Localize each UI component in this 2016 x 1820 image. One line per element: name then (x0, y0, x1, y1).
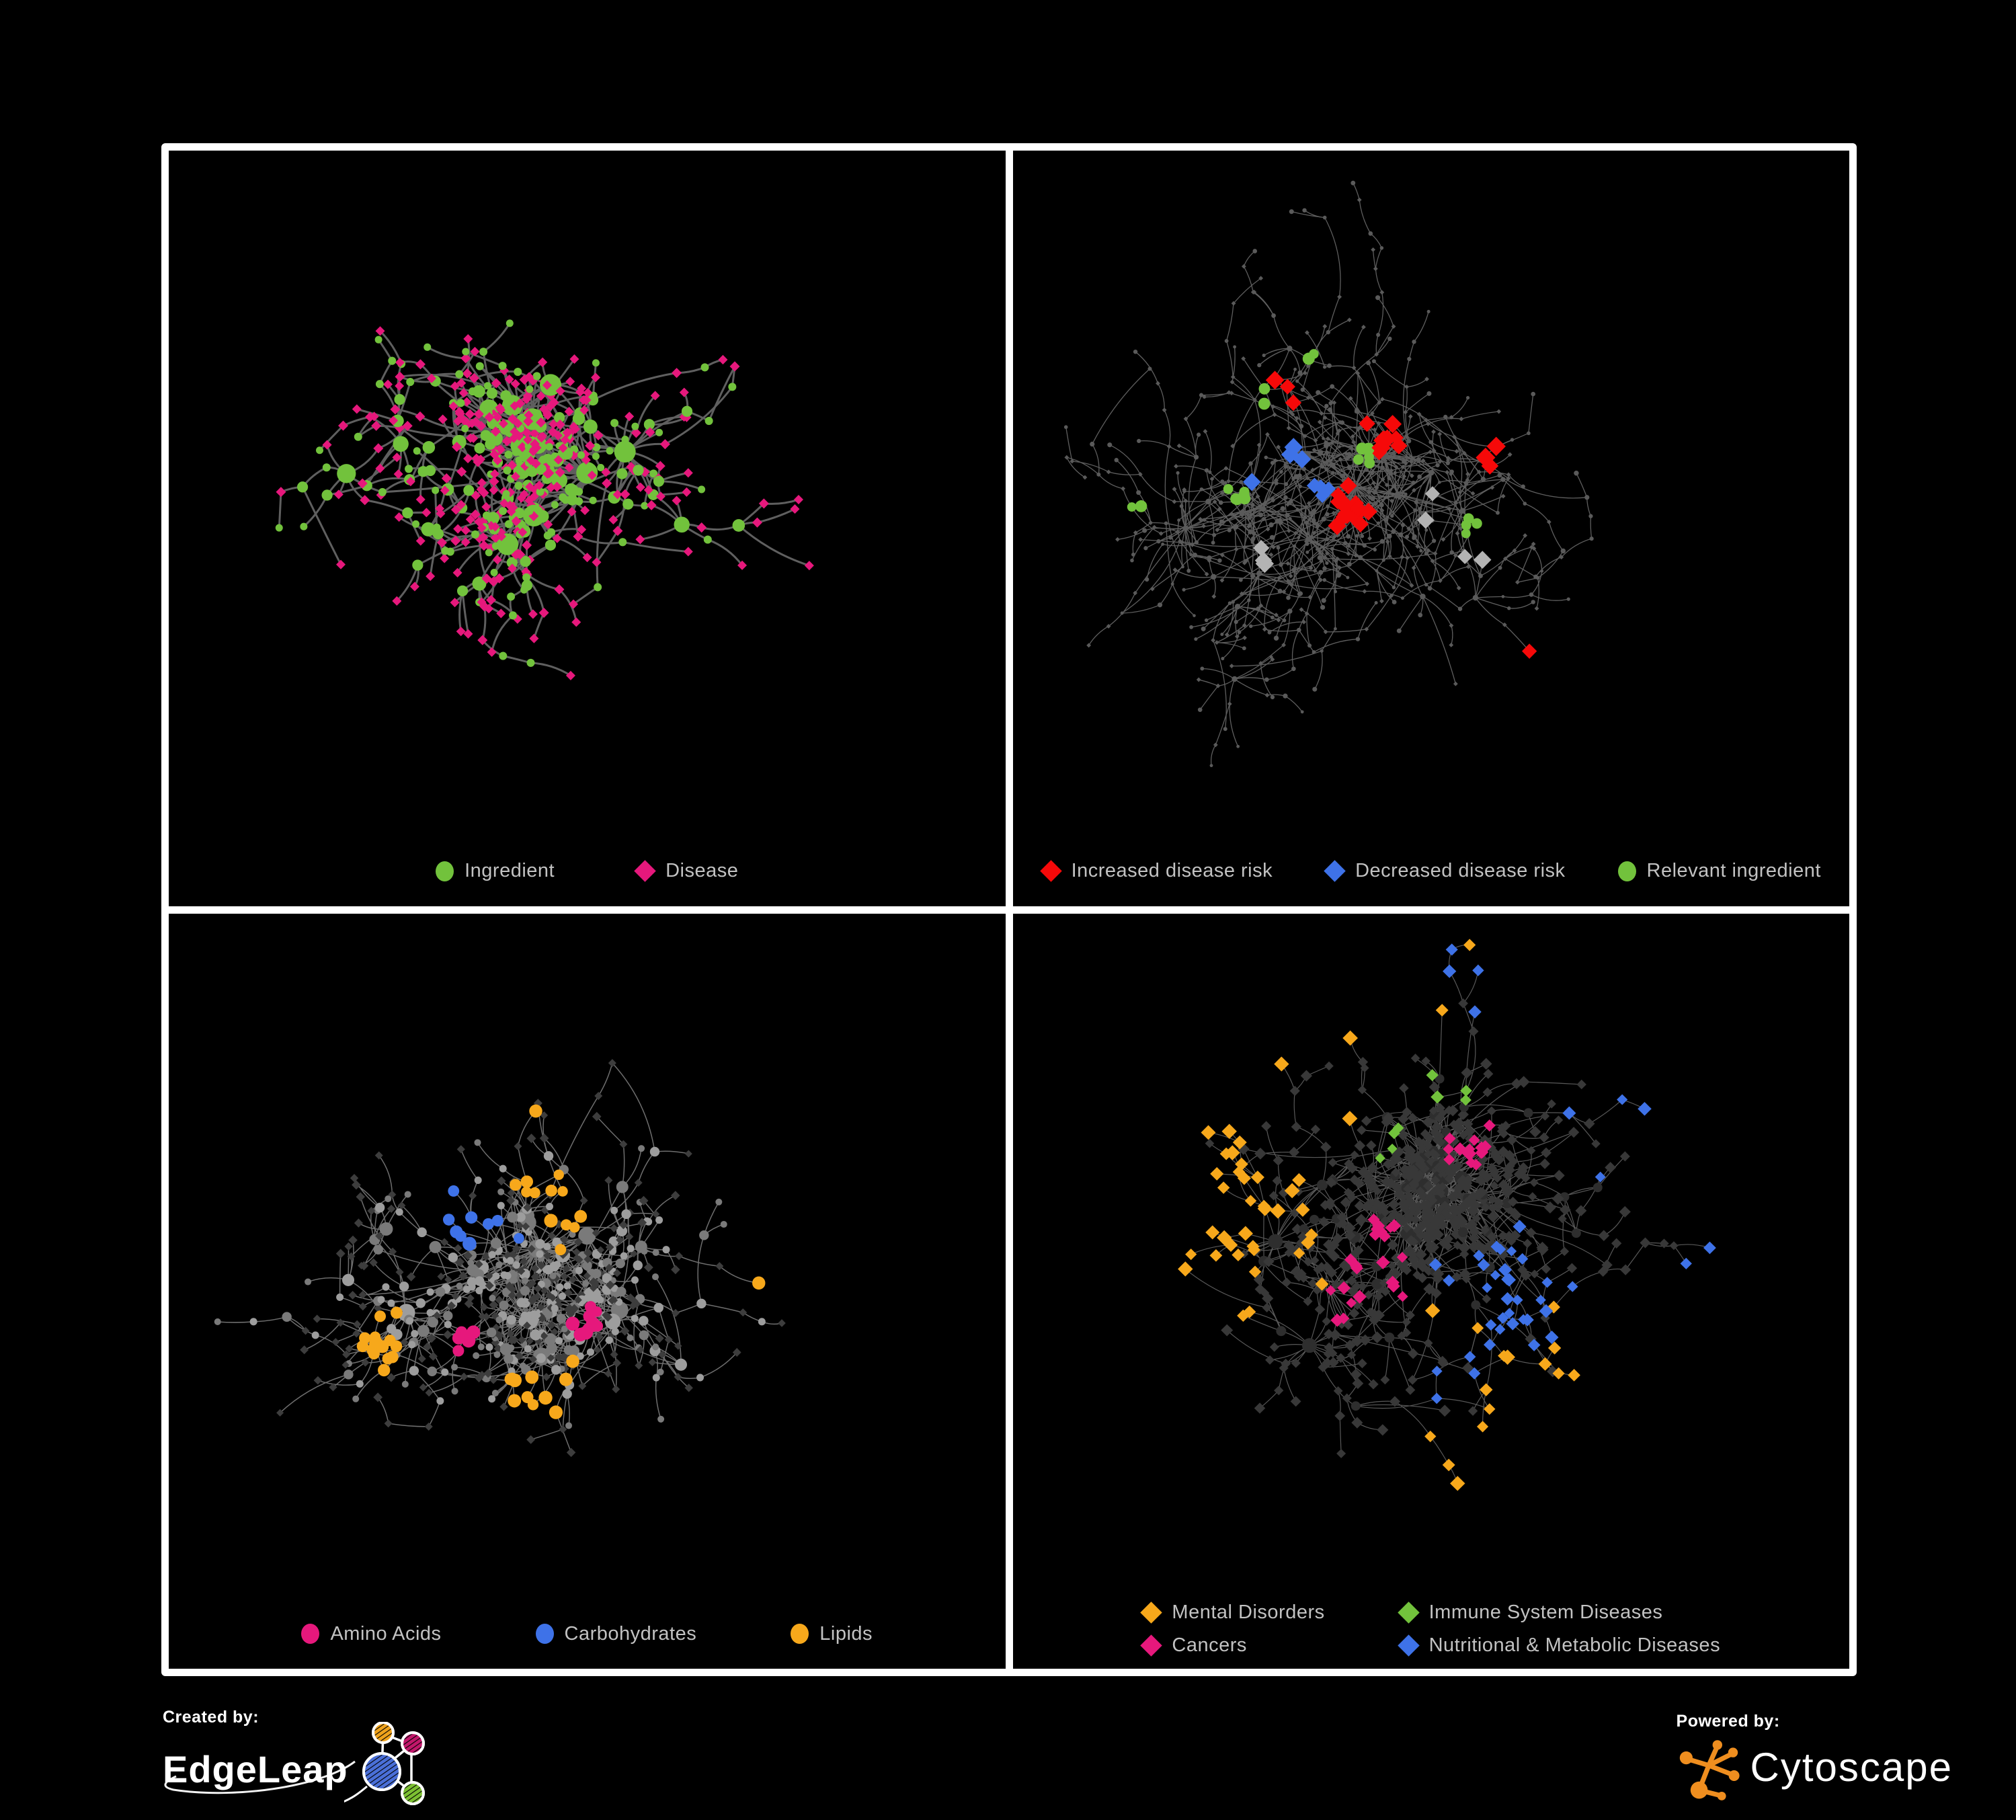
cytoscape-icon (1679, 1740, 1740, 1801)
highlighted-nodes (1127, 349, 1537, 659)
legend-circle-swatch-icon (436, 861, 454, 881)
edgeleap-wordmark: EdgeLeap (163, 1748, 348, 1790)
legend-item-increased-disease-risk: Increased disease risk (1039, 860, 1273, 882)
legend-circle-swatch-icon (791, 1624, 809, 1644)
nodes (1205, 998, 1679, 1458)
highlighted-nodes (356, 1104, 766, 1419)
legend-diamond-swatch-icon (634, 860, 656, 882)
legend-diamond-swatch-icon (1397, 1601, 1420, 1624)
legend-ingredient-disease: Ingredient Disease (169, 836, 1006, 906)
panel-ingredient-disease-network: Ingredient Disease (169, 151, 1006, 906)
created-by-label: Created by: (163, 1708, 259, 1727)
legend-label: Ingredient (465, 860, 555, 881)
cytoscape-wordmark: Cytoscape (1750, 1745, 1953, 1790)
legend-item-lipids: Lipids (791, 1623, 873, 1645)
legend-item-ingredient: Ingredient (436, 860, 555, 882)
legend-disease-risk: Increased disease risk Decreased disease … (1013, 836, 1850, 906)
legend-label: Decreased disease risk (1355, 860, 1566, 881)
nodes (214, 1058, 786, 1457)
legend-disease-class: Mental Disorders Immune System Diseases Ca… (1013, 1589, 1850, 1669)
edgeleap-logo: Created by: EdgeLeap (163, 1708, 430, 1808)
legend-item-mental-disorders: Mental Disorders (1140, 1601, 1325, 1624)
ingredient-class-network-canvas (214, 1058, 786, 1457)
edges (217, 1062, 782, 1453)
cytoscape-logo: Powered by: Cytoscape (1677, 1712, 1953, 1801)
legend-circle-swatch-icon (301, 1624, 320, 1644)
legend-label: Mental Disorders (1172, 1601, 1325, 1623)
figure-board: Ingredient Disease Increased disease risk… (161, 143, 1857, 1676)
disease-risk-network-canvas (1063, 180, 1594, 768)
legend-ingredient-class: Amino Acids Carbohydrates Lipids (169, 1599, 1006, 1669)
legend-diamond-swatch-icon (1039, 860, 1062, 882)
edges (1065, 182, 1592, 766)
legend-label: Nutritional & Metabolic Diseases (1428, 1634, 1721, 1656)
legend-diamond-swatch-icon (1324, 860, 1346, 882)
legend-item-immune-system-diseases: Immune System Diseases (1397, 1601, 1720, 1624)
legend-item-relevant-ingredient: Relevant ingredient (1617, 860, 1821, 882)
panel-disease-risk-network: Increased disease risk Decreased disease … (1012, 151, 1850, 906)
legend-item-disease: Disease (634, 860, 739, 882)
legend-label: Disease (666, 860, 739, 881)
legend-diamond-swatch-icon (1140, 1634, 1163, 1657)
ingredient-disease-network-canvas (275, 319, 814, 680)
edgeleap-network-glyph-icon (344, 1722, 425, 1805)
legend-item-amino-acids: Amino Acids (301, 1623, 441, 1645)
legend-item-cancers: Cancers (1140, 1634, 1324, 1657)
disease-class-network-canvas (1177, 938, 1716, 1491)
legend-label: Amino Acids (330, 1622, 442, 1645)
legend-circle-swatch-icon (535, 1624, 554, 1644)
panel-disease-class-network: Mental Disorders Immune System Diseases Ca… (1012, 913, 1850, 1669)
legend-label: Increased disease risk (1071, 860, 1273, 881)
panel-ingredient-class-network: Amino Acids Carbohydrates Lipids (169, 913, 1006, 1669)
legend-item-decreased-disease-risk: Decreased disease risk (1324, 860, 1566, 882)
legend-label: Relevant ingredient (1646, 860, 1821, 881)
legend-item-carbohydrates: Carbohydrates (535, 1622, 697, 1645)
nodes (1063, 180, 1594, 768)
legend-label: Carbohydrates (564, 1622, 697, 1645)
legend-diamond-swatch-icon (1140, 1601, 1163, 1624)
edges (278, 322, 810, 677)
legend-diamond-swatch-icon (1397, 1634, 1420, 1657)
legend-circle-swatch-icon (1617, 861, 1636, 881)
legend-label: Cancers (1172, 1634, 1247, 1656)
nodes (275, 319, 814, 680)
legend-label: Immune System Diseases (1428, 1601, 1663, 1623)
legend-label: Lipids (819, 1622, 873, 1645)
legend-item-nutritional-metabolic-diseases: Nutritional & Metabolic Diseases (1397, 1634, 1721, 1657)
powered-by-label: Powered by: (1676, 1712, 1780, 1731)
